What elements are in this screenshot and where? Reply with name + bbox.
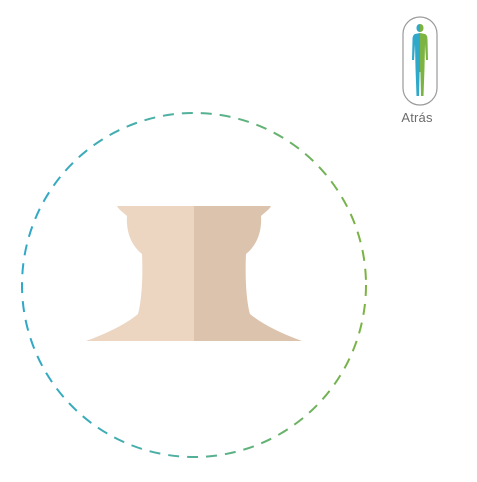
human-body-icon (402, 16, 438, 106)
neck-right-half[interactable] (194, 206, 302, 341)
neck-left-half[interactable] (86, 206, 194, 341)
region-ring (21, 112, 367, 458)
back-button[interactable]: Atrás (396, 14, 444, 130)
back-label: Atrás (401, 110, 433, 125)
